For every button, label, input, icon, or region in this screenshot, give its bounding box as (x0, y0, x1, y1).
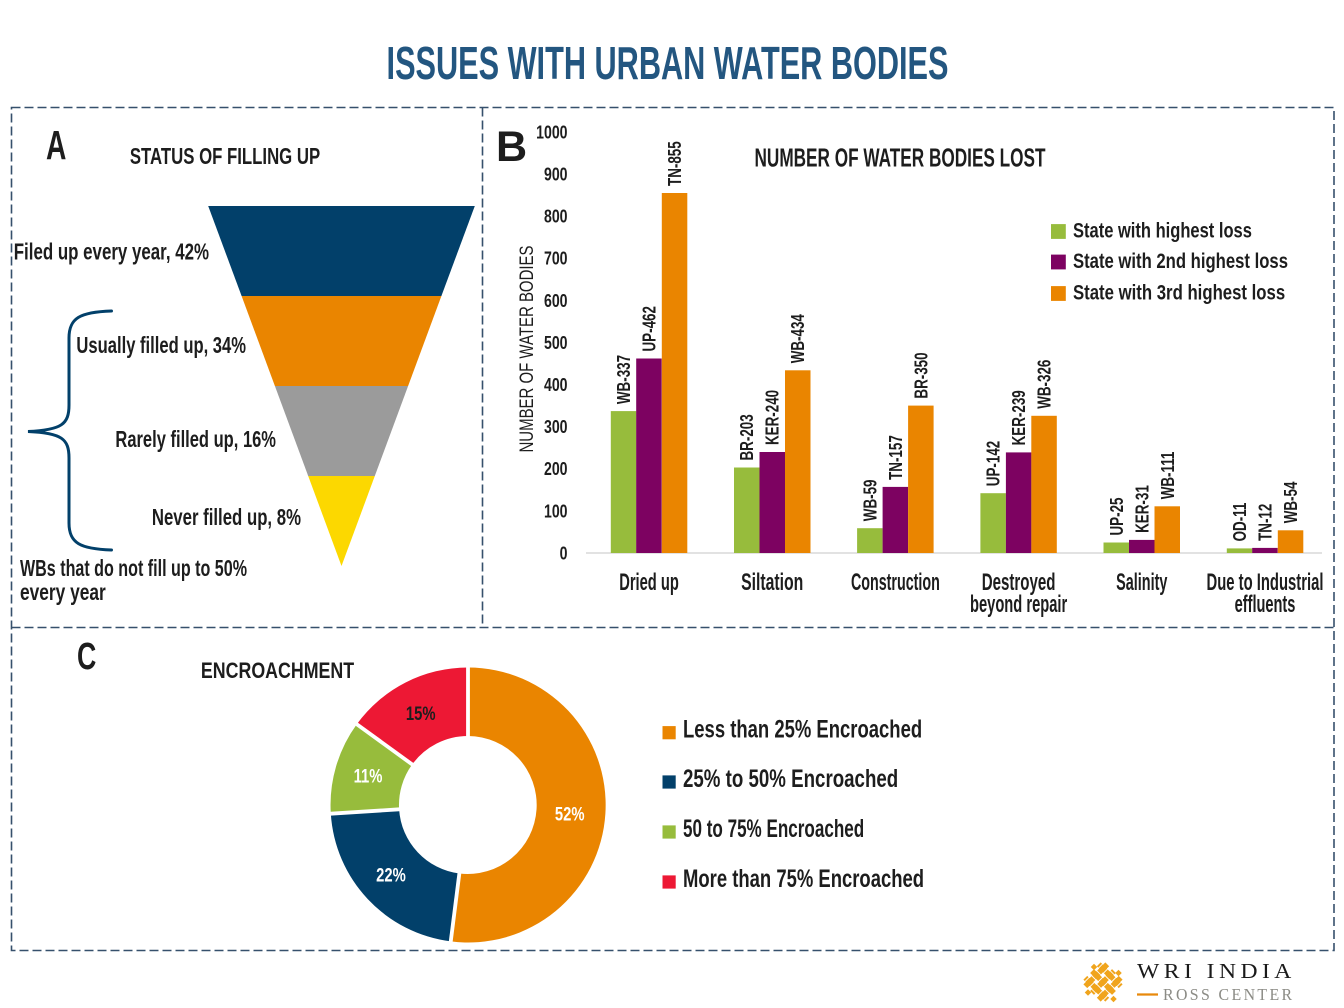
svg-text:Salinity: Salinity (1116, 569, 1167, 596)
svg-text:Due to Industrial: Due to Industrial (1207, 570, 1324, 596)
svg-text:State with 3rd highest loss: State with 3rd highest loss (1073, 282, 1285, 305)
svg-text:WRI INDIA: WRI INDIA (1137, 959, 1296, 983)
svg-text:300: 300 (544, 416, 568, 437)
svg-text:ISSUES WITH URBAN WATER BODIES: ISSUES WITH URBAN WATER BODIES (387, 38, 949, 90)
svg-text:UP-462: UP-462 (639, 306, 660, 351)
svg-text:effluents: effluents (1235, 592, 1296, 619)
svg-text:C: C (77, 634, 96, 677)
svg-text:22%: 22% (376, 864, 406, 887)
svg-text:600: 600 (544, 290, 568, 311)
svg-text:WBs that do not fill up to 50%: WBs that do not fill up to 50% (20, 556, 247, 582)
svg-text:TN-157: TN-157 (886, 435, 907, 480)
svg-text:Siltation: Siltation (741, 570, 803, 596)
svg-text:BR-203: BR-203 (737, 414, 758, 460)
svg-text:NUMBER OF WATER BODIES: NUMBER OF WATER BODIES (515, 245, 537, 452)
svg-text:BR-350: BR-350 (911, 352, 932, 398)
svg-text:State with 2nd highest loss: State with 2nd highest loss (1073, 250, 1288, 273)
svg-text:B: B (496, 123, 527, 170)
svg-text:every year: every year (20, 580, 106, 606)
svg-text:Filed up every year, 42%: Filed up every year, 42% (14, 240, 209, 265)
svg-text:52%: 52% (555, 802, 585, 825)
svg-text:400: 400 (544, 374, 568, 395)
svg-text:1000: 1000 (536, 121, 567, 142)
svg-text:STATUS OF FILLING UP: STATUS OF FILLING UP (130, 144, 320, 169)
svg-text:KER-31: KER-31 (1132, 485, 1153, 533)
svg-text:UP-25: UP-25 (1107, 497, 1128, 535)
svg-text:100: 100 (544, 500, 568, 521)
svg-text:800: 800 (544, 206, 568, 227)
svg-text:NUMBER OF WATER BODIES LOST: NUMBER OF WATER BODIES LOST (754, 143, 1045, 173)
svg-text:WB-54: WB-54 (1281, 481, 1302, 523)
svg-text:ENCROACHMENT: ENCROACHMENT (201, 659, 355, 683)
svg-text:More than 75% Encroached: More than 75% Encroached (683, 864, 924, 892)
svg-text:ROSS CENTER: ROSS CENTER (1163, 986, 1295, 1004)
svg-text:Never filled up, 8%: Never filled up, 8% (152, 505, 301, 530)
svg-text:11%: 11% (354, 765, 383, 788)
svg-text:UP-142: UP-142 (983, 441, 1004, 486)
svg-text:Dried up: Dried up (619, 570, 679, 596)
svg-text:KER-240: KER-240 (763, 390, 784, 445)
svg-text:WB-337: WB-337 (614, 355, 635, 404)
svg-text:900: 900 (544, 164, 568, 185)
svg-text:A: A (46, 123, 66, 168)
svg-text:0: 0 (560, 542, 568, 563)
svg-text:50 to 75% Encroached: 50 to 75% Encroached (683, 816, 864, 843)
svg-text:WB-111: WB-111 (1158, 452, 1179, 500)
svg-text:Destroyed: Destroyed (982, 570, 1056, 596)
svg-text:TN-855: TN-855 (665, 141, 686, 186)
svg-text:Less than 25% Encroached: Less than 25% Encroached (683, 715, 922, 743)
svg-text:TN-12: TN-12 (1255, 504, 1276, 541)
svg-text:25% to 50% Encroached: 25% to 50% Encroached (683, 764, 898, 792)
svg-text:OD-11: OD-11 (1230, 503, 1251, 542)
svg-text:WB-326: WB-326 (1034, 360, 1055, 409)
svg-text:KER-239: KER-239 (1009, 390, 1030, 445)
svg-text:Usually filled up, 34%: Usually filled up, 34% (76, 333, 246, 358)
svg-text:15%: 15% (406, 702, 436, 725)
svg-text:WB-434: WB-434 (788, 313, 809, 363)
svg-text:200: 200 (544, 458, 568, 479)
svg-text:State with highest loss: State with highest loss (1073, 220, 1252, 243)
svg-text:Rarely filled up, 16%: Rarely filled up, 16% (115, 427, 276, 452)
svg-text:beyond repair: beyond repair (970, 592, 1067, 618)
svg-text:Construction: Construction (851, 569, 940, 596)
svg-text:700: 700 (544, 248, 568, 269)
svg-text:WB-59: WB-59 (860, 479, 881, 521)
svg-text:500: 500 (544, 332, 568, 353)
